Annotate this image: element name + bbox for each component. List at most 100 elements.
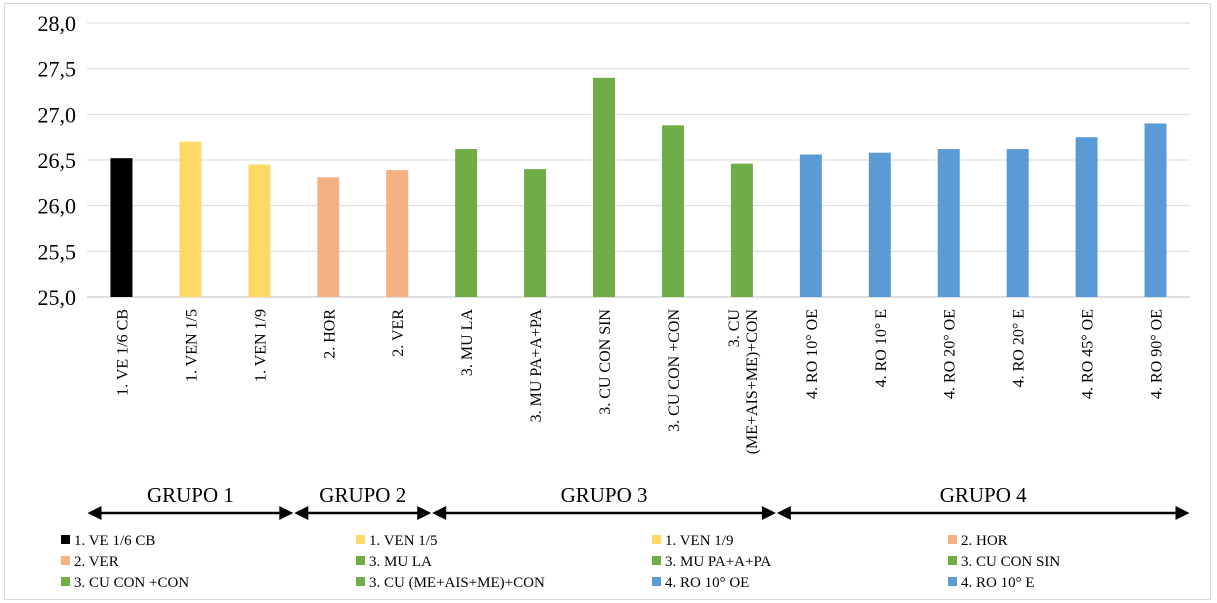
group-label: GRUPO 2 — [319, 483, 406, 507]
bar — [730, 163, 753, 297]
y-tick-label: 27,0 — [38, 102, 77, 127]
chart-frame — [4, 3, 1211, 600]
x-tick-label-line: 4. RO 10° OE — [804, 309, 821, 399]
legend-label: 3. MU PA+A+PA — [665, 554, 771, 570]
x-tick-label-line: 2. VER — [390, 309, 407, 357]
bar — [799, 154, 822, 297]
legend-label: 3. CU CON SIN — [961, 554, 1060, 570]
legend-label: 2. VER — [74, 554, 119, 570]
legend-swatch — [61, 556, 70, 565]
grid-lines — [87, 22, 1190, 298]
bar — [386, 170, 409, 297]
group-arrowhead-right — [1175, 506, 1190, 520]
group-label: GRUPO 3 — [561, 483, 648, 507]
legend-swatch — [652, 577, 661, 586]
legend-label: 1. VE 1/6 CB — [74, 533, 155, 549]
bar — [1006, 149, 1029, 297]
legend-label: 4. RO 10° OE — [665, 575, 749, 591]
legend-label: 2. HOR — [961, 533, 1008, 549]
legend-swatch — [61, 577, 70, 586]
legend-swatch — [356, 556, 365, 565]
bars — [110, 77, 1167, 297]
bar — [593, 77, 616, 297]
x-tick-label-line: 1. VEN 1/5 — [183, 309, 200, 382]
y-tick-label: 28,0 — [38, 11, 77, 36]
y-tick-label: 25,0 — [38, 285, 77, 310]
legend: 1. VE 1/6 CB 1. VEN 1/5 1. VEN 1/9 2. HOR 2.… — [61, 533, 1060, 591]
x-tick-label-line: 3. CU CON SIN — [597, 309, 614, 415]
x-tick-label-line: 3. MU PA+A+PA — [528, 309, 545, 423]
group-annotations: GRUPO 1 GRUPO 2 GRUPO 3 GRUPO 4 — [87, 483, 1190, 520]
y-tick-label: 25,5 — [38, 239, 77, 264]
x-tick-label: 4. RO 20° E — [1011, 309, 1028, 387]
bar — [868, 152, 891, 297]
bar — [110, 158, 133, 297]
legend-swatch — [948, 535, 957, 544]
y-tick-label: 26,0 — [38, 194, 77, 219]
x-tick-label: 2. VER — [390, 309, 407, 357]
x-tick-label: 4. RO 20° OE — [942, 309, 959, 399]
x-tick-label-line: 3. CU CON +CON — [666, 309, 683, 432]
x-tick-label: 2. HOR — [321, 309, 338, 359]
bar — [1144, 123, 1167, 297]
group-arrowhead-left — [432, 506, 447, 520]
bar — [179, 141, 202, 297]
x-tick-label: 3. MU PA+A+PA — [528, 309, 545, 423]
legend-swatch — [948, 577, 957, 586]
legend-swatch — [61, 535, 70, 544]
legend-swatch — [356, 577, 365, 586]
x-tick-label-line: 3. MU LA — [459, 309, 476, 377]
legend-swatch — [652, 556, 661, 565]
legend-label: 3. MU LA — [369, 554, 432, 570]
x-tick-label: 3. MU LA — [459, 309, 476, 377]
group-arrowhead-left — [776, 506, 791, 520]
x-tick-label: 4. RO 45° OE — [1080, 309, 1097, 399]
legend-swatch — [948, 556, 957, 565]
bar — [661, 125, 684, 297]
group-arrowhead-left — [294, 506, 309, 520]
bar — [1075, 137, 1098, 297]
legend-swatch — [652, 535, 661, 544]
x-tick-label-line: 4. RO 10° E — [873, 309, 890, 387]
x-tick-label: 4. RO 90° OE — [1149, 309, 1166, 399]
legend-label: 4. RO 10° E — [961, 575, 1035, 591]
x-tick-label: 3. CU CON +CON — [666, 309, 683, 432]
bar — [317, 177, 340, 297]
x-tick-label: 4. RO 10° E — [873, 309, 890, 387]
bar — [524, 169, 547, 297]
x-tick-label-line: 4. RO 45° OE — [1080, 309, 1097, 399]
y-tick-label: 26,5 — [38, 148, 77, 173]
x-tick-label-line: (ME+AIS+ME)+CON — [744, 309, 761, 455]
x-tick-label: 4. RO 10° OE — [804, 309, 821, 399]
x-tick-label: 3. CU CON SIN — [597, 309, 614, 415]
x-tick-label-line: 1. VE 1/6 CB — [114, 309, 131, 396]
legend-label: 1. VEN 1/9 — [665, 533, 733, 549]
group-arrowhead-right — [279, 506, 294, 520]
legend-label: 3. CU CON +CON — [74, 575, 189, 591]
group-arrowhead-right — [761, 506, 776, 520]
x-axis-tick-labels: 1. VE 1/6 CB 1. VEN 1/5 1. VEN 1/9 2. HOR 2.… — [114, 309, 1165, 455]
x-tick-label-line: 4. RO 90° OE — [1149, 309, 1166, 399]
legend-label: 1. VEN 1/5 — [369, 533, 437, 549]
bar — [937, 149, 960, 297]
x-tick-label-line: 2. HOR — [321, 309, 338, 359]
y-axis-tick-labels: 25,0 25,5 26,0 26,5 27,0 27,5 28,0 — [38, 11, 77, 310]
x-tick-label-line: 4. RO 20° OE — [942, 309, 959, 399]
legend-swatch — [356, 535, 365, 544]
group-arrowhead-right — [417, 506, 432, 520]
x-tick-label: 1. VE 1/6 CB — [114, 309, 131, 396]
x-tick-label: 3. CU(ME+AIS+ME)+CON — [726, 309, 761, 455]
bar — [455, 149, 478, 297]
group-arrowhead-left — [87, 506, 102, 520]
legend-label: 3. CU (ME+AIS+ME)+CON — [369, 575, 545, 591]
group-label: GRUPO 1 — [147, 483, 234, 507]
group-label: GRUPO 4 — [940, 483, 1027, 507]
x-tick-label-line: 1. VEN 1/9 — [252, 309, 269, 382]
x-tick-label: 1. VEN 1/9 — [252, 309, 269, 382]
x-tick-label-line: 4. RO 20° E — [1011, 309, 1028, 387]
y-tick-label: 27,5 — [38, 57, 77, 82]
x-tick-label: 1. VEN 1/5 — [183, 309, 200, 382]
x-tick-label-line: 3. CU — [726, 309, 743, 348]
bar — [248, 164, 271, 297]
